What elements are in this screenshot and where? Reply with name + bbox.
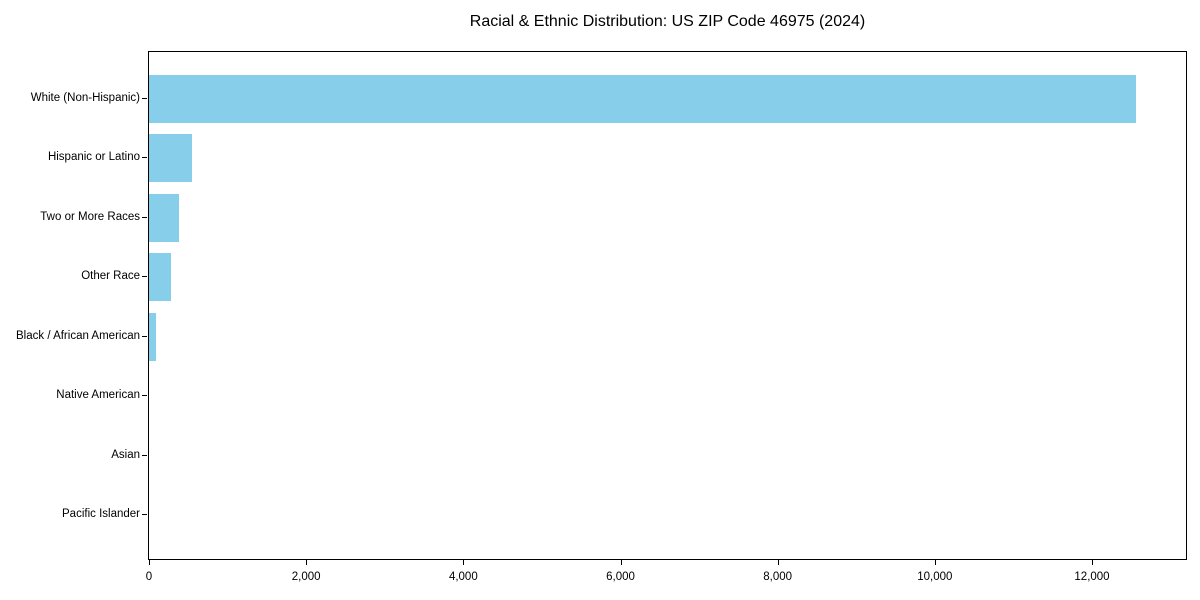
y-tick-label: Two or More Races <box>40 210 140 223</box>
y-tick-label: Black / African American <box>16 329 140 342</box>
y-tick-label: Other Race <box>81 270 140 283</box>
y-tick-label: Pacific Islander <box>62 508 140 521</box>
x-tick-mark <box>1092 560 1093 565</box>
x-tick-mark <box>934 560 936 565</box>
bar <box>149 134 192 183</box>
y-tick-label: White (Non-Hispanic) <box>30 91 140 104</box>
y-tick-mark <box>142 157 147 159</box>
x-tick-mark <box>463 560 465 565</box>
x-tick-mark <box>620 560 622 565</box>
plot-area <box>148 51 1187 560</box>
y-tick-mark <box>142 97 147 99</box>
x-tick-label: 2,000 <box>291 571 321 583</box>
bar <box>149 193 179 242</box>
y-tick-mark <box>142 454 147 456</box>
y-tick-label: Asian <box>111 448 140 461</box>
x-tick-label: 0 <box>145 571 153 583</box>
chart-title: Racial & Ethnic Distribution: US ZIP Cod… <box>469 13 866 30</box>
bar <box>149 312 156 361</box>
y-tick-mark <box>142 514 147 516</box>
y-tick-label: Native American <box>56 389 140 402</box>
x-tick-mark <box>777 560 779 565</box>
x-tick-label: 6,000 <box>606 571 635 583</box>
y-tick-mark <box>142 395 147 397</box>
x-tick-label: 12,000 <box>1074 571 1110 583</box>
x-tick-label: 10,000 <box>917 571 953 583</box>
x-tick-label: 4,000 <box>448 571 478 583</box>
bar <box>149 74 1137 123</box>
x-tick-mark <box>306 560 308 565</box>
x-tick-mark <box>149 560 150 565</box>
y-tick-mark <box>142 335 147 337</box>
y-tick-mark <box>142 216 147 218</box>
y-tick-mark <box>142 276 147 278</box>
y-tick-label: Hispanic or Latino <box>47 151 140 164</box>
x-tick-label: 8,000 <box>763 571 793 583</box>
bar <box>149 253 171 302</box>
x-axis: 0 2,000 4,000 6,000 8,000 10,000 12,000 <box>146 559 1186 595</box>
